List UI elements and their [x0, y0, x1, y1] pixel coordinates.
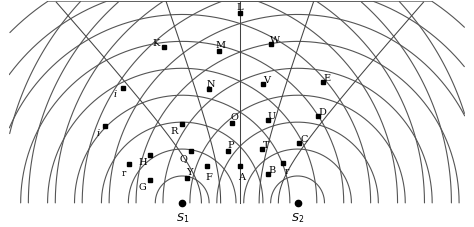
Text: L: L — [237, 2, 243, 12]
Text: C: C — [301, 135, 308, 144]
Text: H: H — [138, 157, 147, 166]
Text: W: W — [270, 36, 280, 45]
Text: $S_2$: $S_2$ — [291, 211, 304, 225]
Text: $S_1$: $S_1$ — [175, 211, 189, 225]
Text: i: i — [113, 90, 117, 99]
Text: r: r — [121, 168, 126, 178]
Text: P: P — [227, 141, 234, 149]
Text: D: D — [319, 108, 327, 117]
Text: G: G — [139, 182, 146, 191]
Text: Y: Y — [186, 167, 192, 176]
Text: U: U — [267, 112, 276, 121]
Text: N: N — [207, 79, 215, 88]
Text: R: R — [171, 126, 178, 135]
Text: T: T — [263, 141, 269, 149]
Text: M: M — [216, 41, 226, 50]
Text: K: K — [153, 39, 160, 48]
Text: E: E — [324, 73, 331, 82]
Text: r: r — [285, 167, 289, 176]
Text: A: A — [238, 172, 246, 181]
Text: i: i — [96, 128, 99, 137]
Text: V: V — [263, 75, 270, 84]
Text: Q: Q — [179, 153, 187, 162]
Text: B: B — [268, 165, 275, 174]
Text: O: O — [230, 113, 238, 122]
Text: F: F — [206, 172, 212, 181]
